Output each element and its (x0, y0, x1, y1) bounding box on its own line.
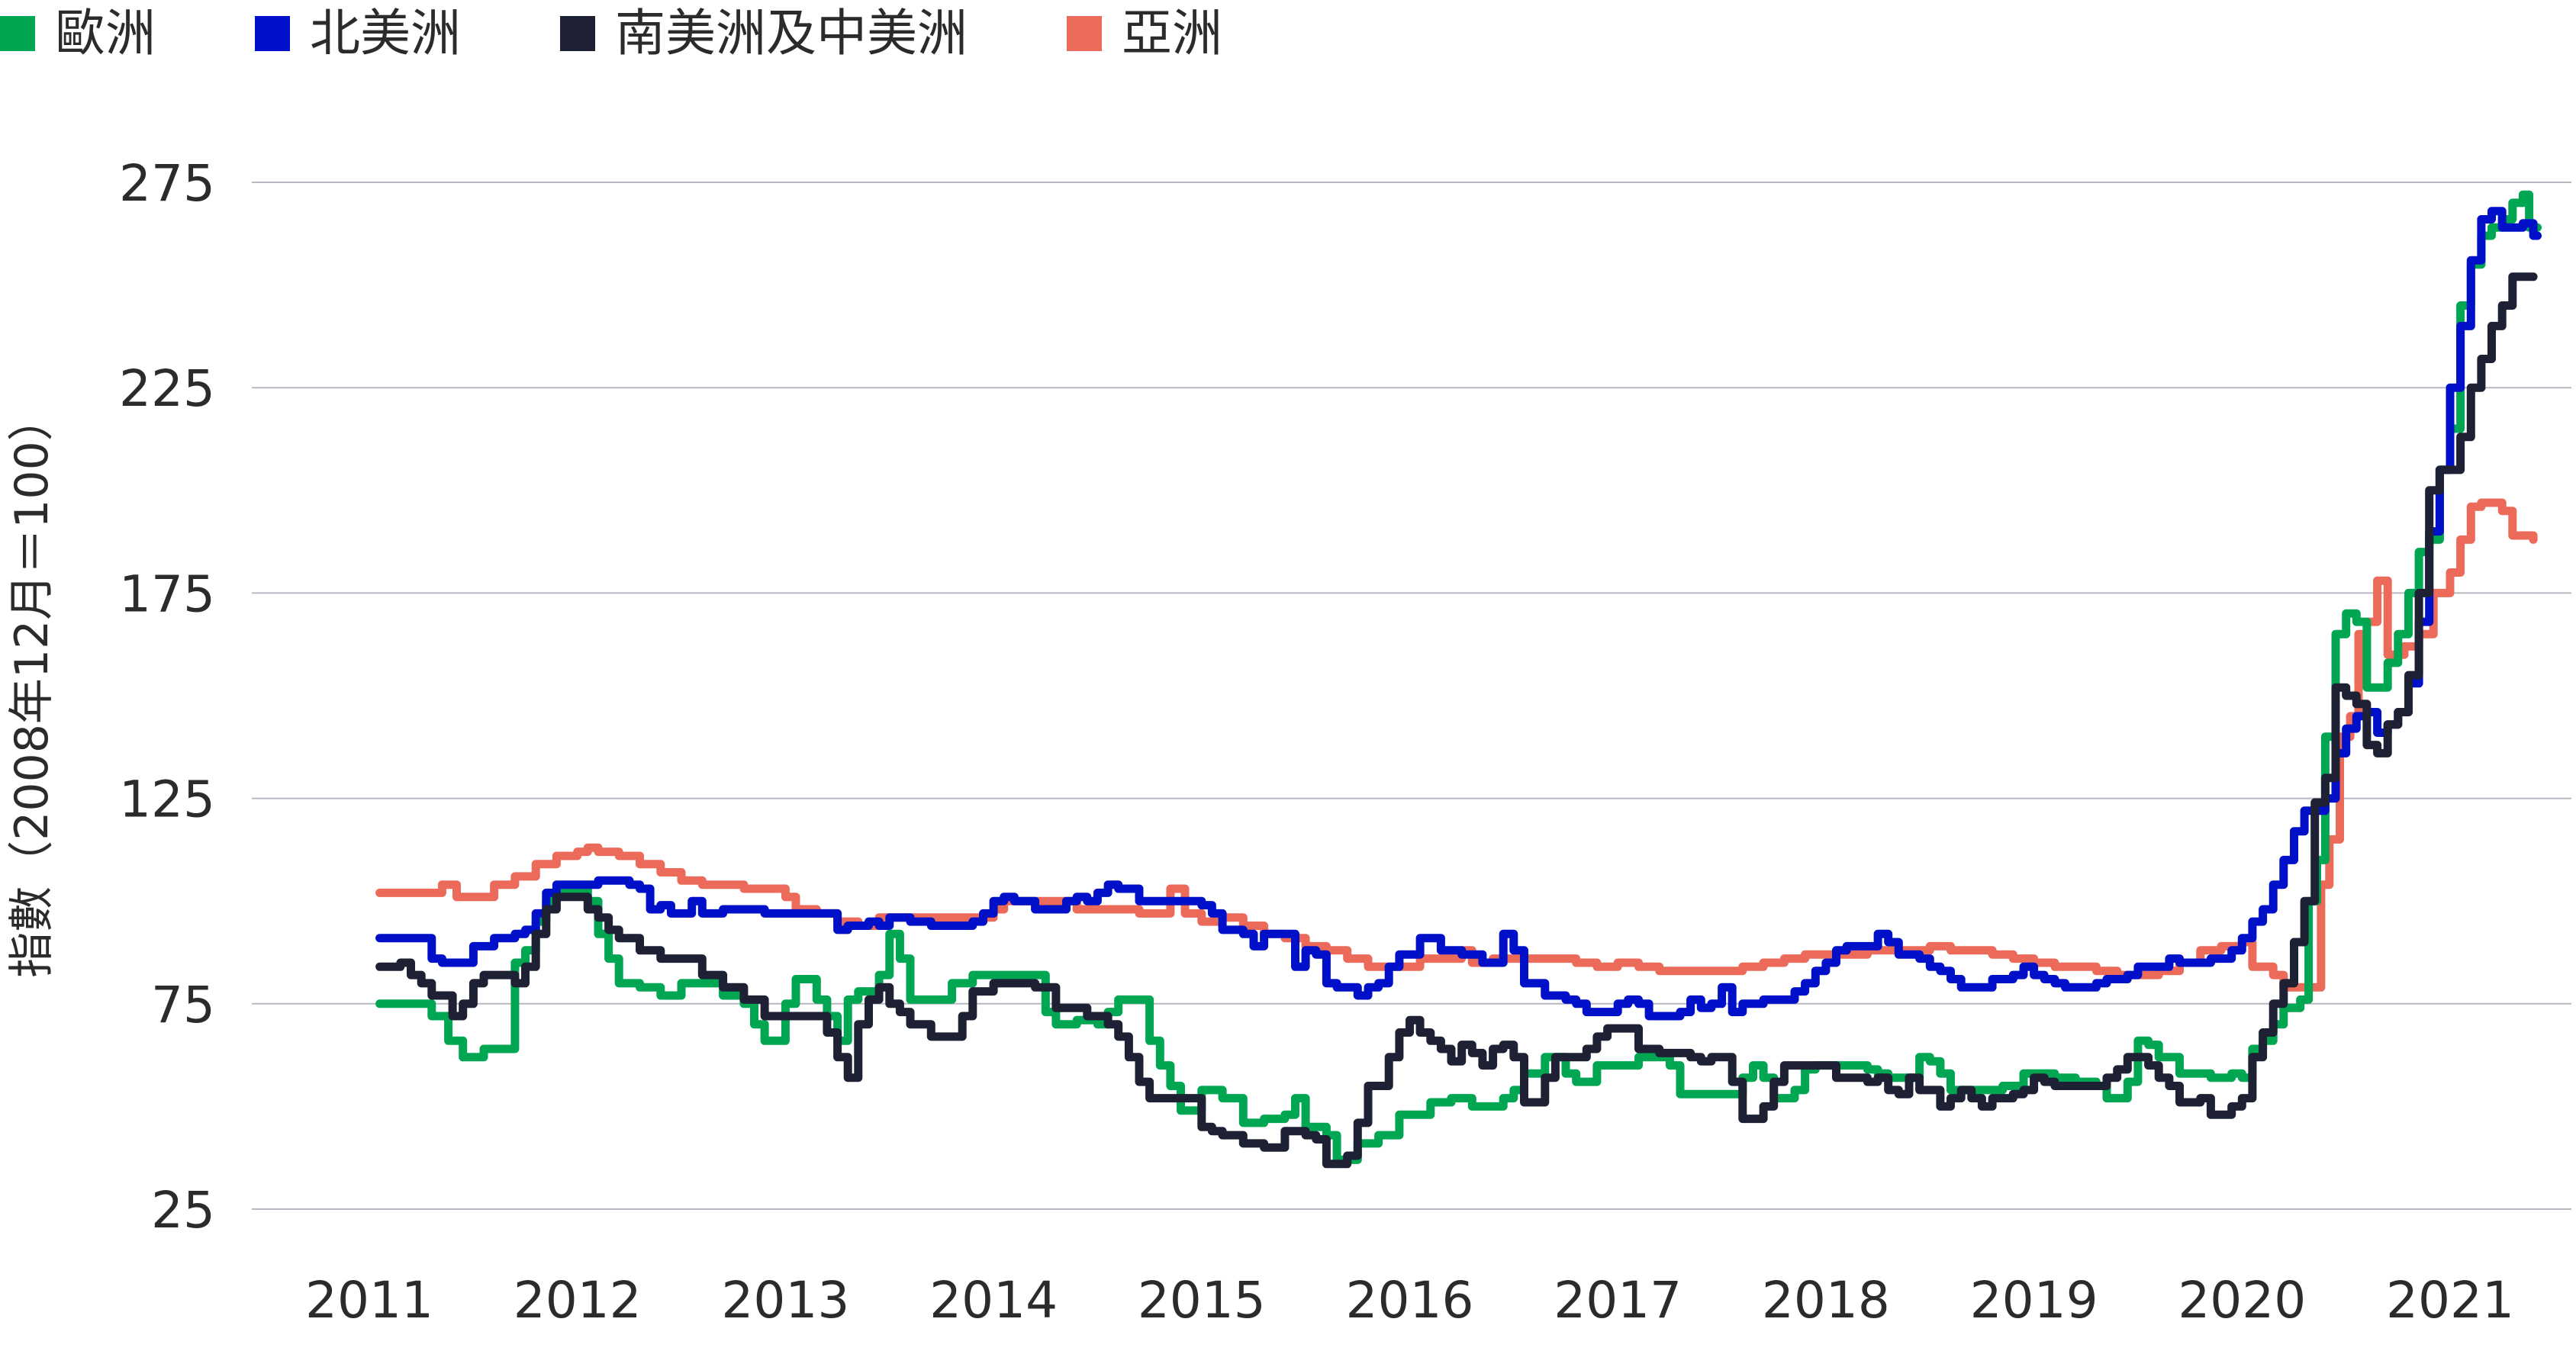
x-tick-label: 2016 (1346, 1271, 1474, 1330)
x-tick-label: 2021 (2386, 1271, 2514, 1330)
y-tick-label: 125 (119, 770, 215, 829)
x-tick-label: 2012 (514, 1271, 642, 1330)
legend-label-latin-america: 南美洲及中美洲 (615, 4, 968, 63)
legend-label-europe: 歐洲 (55, 4, 156, 63)
x-tick-label: 2017 (1554, 1271, 1682, 1330)
x-axis-ticks: 2011 2012 2013 2014 2015 2016 2017 2018 2019 2020… (305, 1271, 2514, 1330)
series-lines (375, 190, 2542, 1169)
x-tick-label: 2015 (1138, 1271, 1266, 1330)
legend-item-north-america: 北美洲 (255, 3, 461, 64)
y-axis-label: 指數（2008年12月＝100） (5, 395, 59, 978)
legend-swatch-asia (1067, 16, 1102, 51)
legend-item-europe: 歐洲 (0, 3, 156, 64)
legend-swatch-europe (0, 16, 35, 51)
y-tick-label: 75 (151, 976, 215, 1034)
y-tick-label: 275 (119, 154, 215, 213)
legend: 歐洲 北美洲 南美洲及中美洲 亞洲 (0, 3, 1322, 64)
x-tick-label: 2018 (1762, 1271, 1890, 1330)
x-tick-label: 2013 (721, 1271, 849, 1330)
gridlines (252, 182, 2571, 1210)
x-tick-label: 2011 (305, 1271, 433, 1330)
legend-item-latin-america: 南美洲及中美洲 (560, 3, 968, 64)
y-tick-label: 25 (151, 1181, 215, 1240)
legend-label-asia: 亞洲 (1122, 4, 1222, 63)
series-line-latin-america (375, 272, 2538, 1169)
legend-label-north-america: 北美洲 (310, 4, 461, 63)
series-line-europe (375, 190, 2542, 1164)
series-line-north-america (375, 207, 2542, 1021)
x-tick-label: 2020 (2178, 1271, 2306, 1330)
series-line-asia (375, 498, 2538, 992)
x-tick-label: 2014 (929, 1271, 1058, 1330)
legend-item-asia: 亞洲 (1067, 3, 1222, 64)
y-tick-label: 175 (119, 565, 215, 623)
y-axis-ticks: 25 75 125 175 225 275 (119, 154, 215, 1240)
y-tick-label: 225 (119, 359, 215, 418)
legend-swatch-north-america (255, 16, 290, 51)
x-tick-label: 2019 (1970, 1271, 2098, 1330)
legend-swatch-latin-america (560, 16, 595, 51)
